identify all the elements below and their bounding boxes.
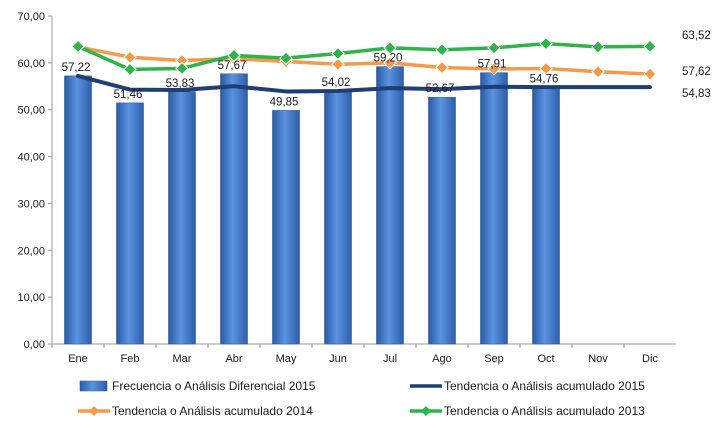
- lines-layer: [71, 36, 657, 94]
- x-tick-label: Mar: [173, 353, 192, 365]
- end-label-2013: 63,52: [682, 30, 711, 42]
- series-marker: [435, 60, 449, 75]
- x-tick-label: Dic: [642, 353, 658, 365]
- y-tick-label: 30,00: [17, 198, 45, 210]
- series-marker: [227, 48, 241, 63]
- axes-layer: 0,00 10,00 20,00 30,00 40,00 50,00 60,00 70,00 E…: [17, 11, 676, 365]
- series-marker: [123, 50, 137, 64]
- bar-data-label: 52,67: [426, 83, 455, 95]
- series-marker: [591, 40, 605, 54]
- legend-swatch-bar: [79, 380, 108, 392]
- series-line: [76, 73, 652, 94]
- series-marker: [279, 51, 293, 65]
- x-tick-label: Jun: [329, 353, 347, 365]
- legend-swatch-marker: [89, 406, 99, 416]
- bar: [480, 72, 508, 345]
- series-marker: [435, 43, 449, 57]
- bar: [272, 110, 300, 345]
- bar-data-label: 57,22: [62, 62, 91, 74]
- y-tick-label: 40,00: [17, 152, 45, 164]
- legend: Frecuencia o Análisis Diferencial 2015 Te…: [78, 379, 645, 418]
- series-marker: [643, 67, 657, 81]
- y-tick-label: 60,00: [17, 58, 45, 70]
- bar: [64, 75, 92, 345]
- bar: [428, 96, 456, 345]
- x-tick-label: May: [276, 353, 297, 365]
- bar-data-label: 54,76: [530, 73, 559, 85]
- bars-layer: [64, 66, 560, 345]
- bar: [220, 73, 248, 345]
- y-tick-label: 10,00: [17, 292, 45, 304]
- series-line: [76, 41, 652, 72]
- bar: [376, 66, 404, 345]
- bar-data-label: 51,46: [114, 89, 143, 101]
- x-tick-label: Oct: [537, 353, 554, 365]
- bar-data-label: 53,83: [166, 78, 195, 90]
- y-tick-label: 50,00: [17, 105, 45, 117]
- legend-label: Tendencia o Análisis acumulado 2014: [112, 404, 313, 418]
- bar-data-label: 57,67: [218, 60, 247, 72]
- series-marker: [487, 41, 501, 55]
- series-marker: [383, 56, 397, 70]
- x-tick-label: Ene: [68, 353, 88, 365]
- bar-data-label: 49,85: [270, 96, 299, 108]
- series-marker: [539, 36, 553, 51]
- x-tick-label: Ago: [432, 353, 452, 365]
- bar: [532, 87, 560, 345]
- bar: [168, 91, 196, 345]
- series-marker: [539, 61, 553, 76]
- bar: [324, 90, 352, 345]
- series-marker: [175, 61, 189, 76]
- series-marker: [123, 62, 137, 77]
- y-tick-label: 70,00: [17, 11, 45, 23]
- x-tick-label: Feb: [121, 353, 140, 365]
- series-marker: [331, 57, 345, 71]
- legend-swatch-marker: [421, 406, 431, 416]
- labels-layer: 57,22 51,46 53,83 57,67 49,85 54,02 59,20 52,67…: [62, 30, 711, 108]
- series-marker: [71, 39, 85, 54]
- series-marker: [643, 39, 657, 54]
- end-label-2014: 57,62: [682, 66, 711, 78]
- legend-label: Tendencia o Análisis acumulado 2013: [444, 404, 645, 418]
- series-marker: [487, 62, 501, 76]
- legend-label: Frecuencia o Análisis Diferencial 2015: [112, 379, 316, 393]
- x-tick-label: Abr: [225, 353, 242, 365]
- series-marker: [591, 65, 605, 79]
- bar-data-label: 57,91: [478, 59, 507, 71]
- series-line: [76, 45, 652, 76]
- y-tick-label: 20,00: [17, 245, 45, 257]
- bar-data-label: 59,20: [374, 53, 403, 65]
- y-tick-label: 0,00: [24, 339, 45, 351]
- x-tick-label: Jul: [383, 353, 397, 365]
- x-tick-label: Nov: [588, 353, 608, 365]
- bar-data-label: 54,02: [322, 77, 351, 89]
- series-marker: [383, 41, 397, 55]
- bar: [116, 102, 144, 345]
- end-label-2015: 54,83: [682, 88, 711, 100]
- series-marker: [331, 46, 345, 61]
- legend-label: Tendencia o Análisis acumulado 2015: [444, 379, 645, 393]
- x-tick-label: Sep: [484, 353, 504, 365]
